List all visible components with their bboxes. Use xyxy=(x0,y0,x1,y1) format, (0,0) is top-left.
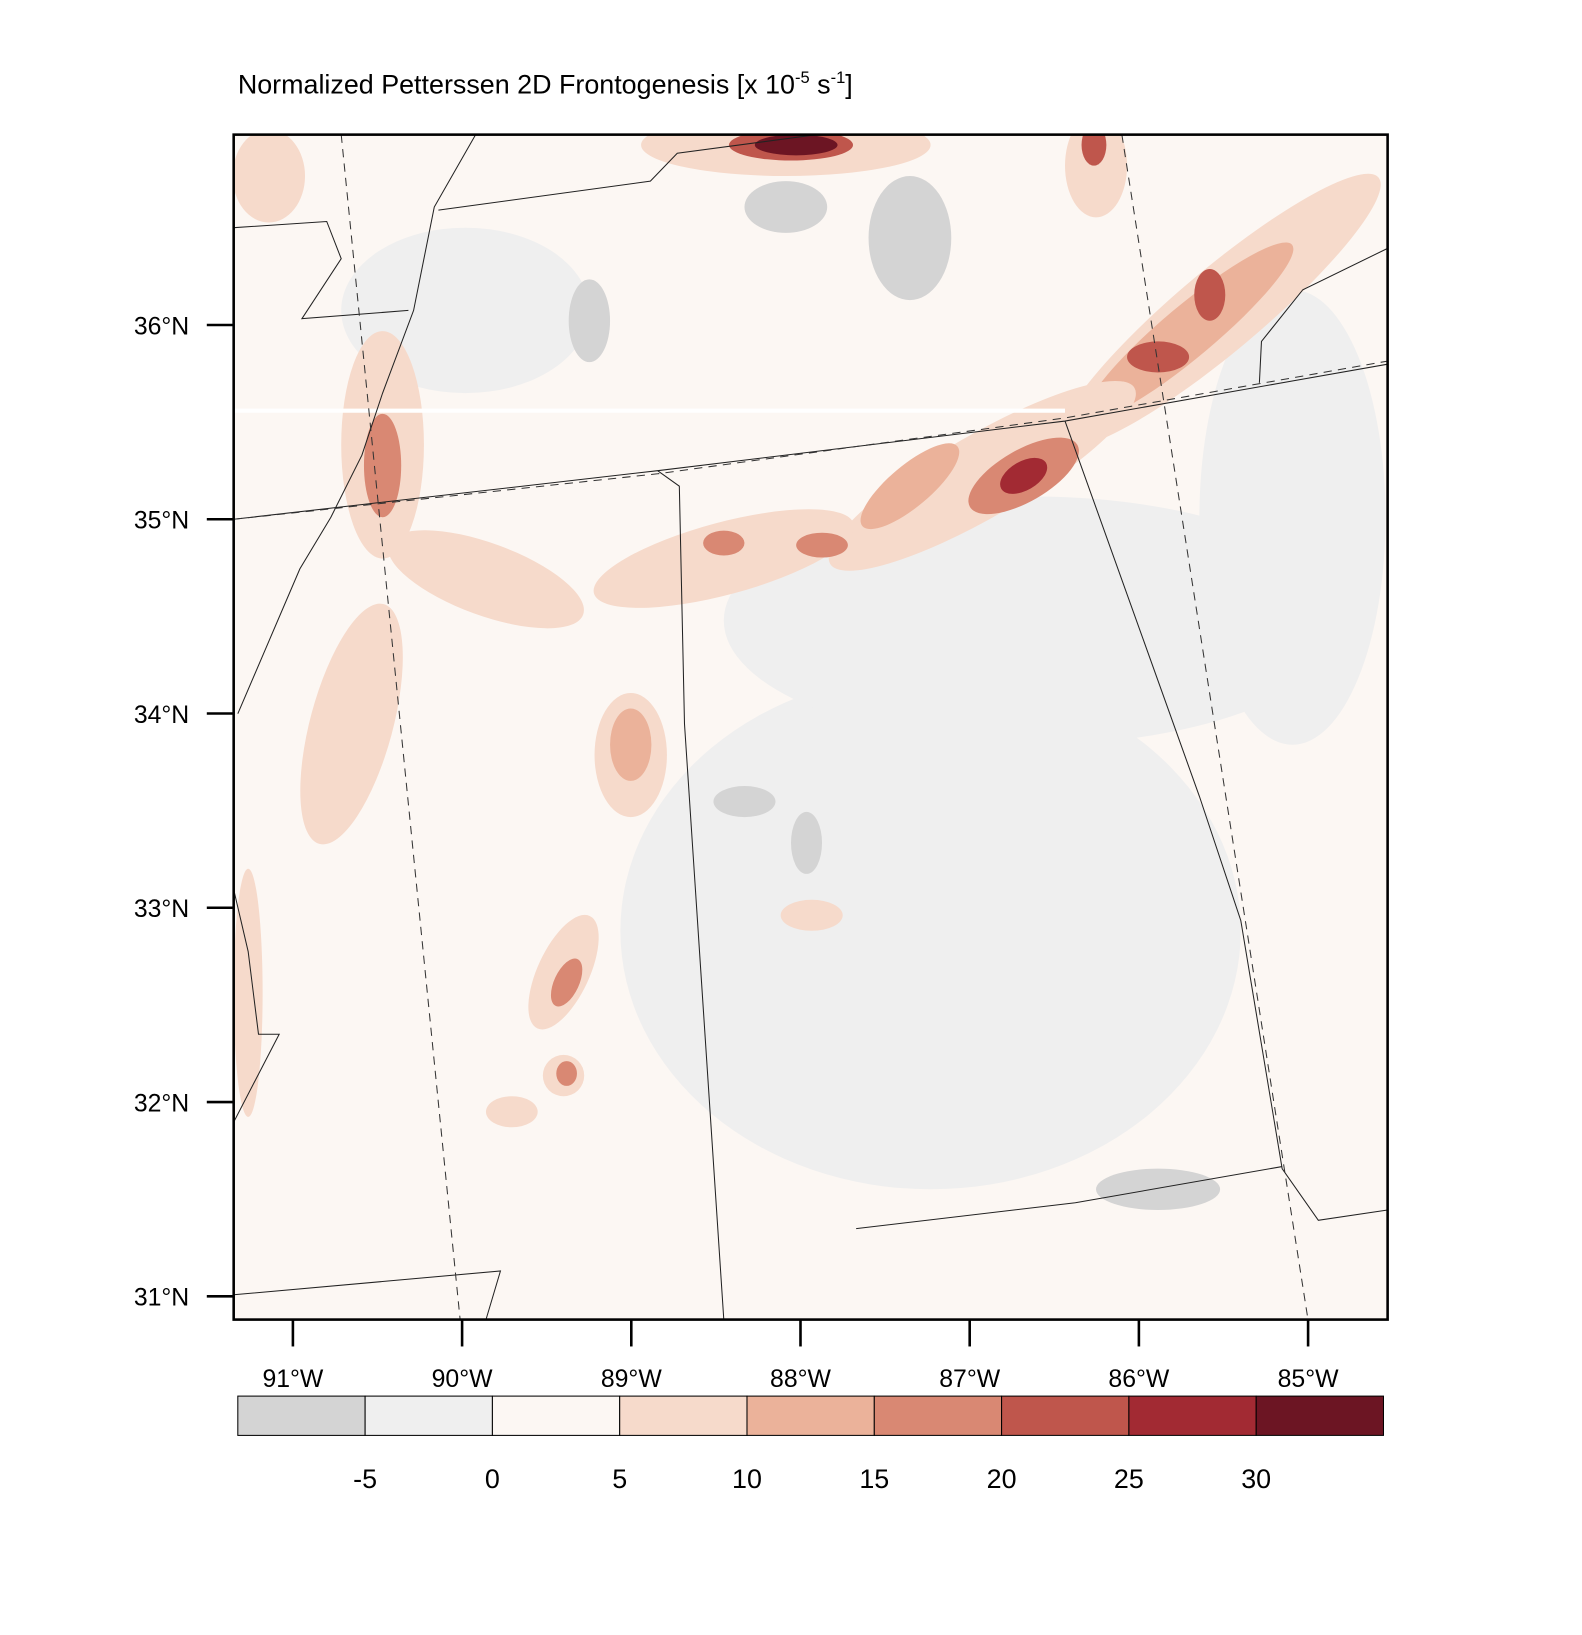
contour-fill xyxy=(1065,134,1128,218)
x-tick-label: 90°W xyxy=(432,1366,493,1393)
y-tick-label: 31°N xyxy=(134,1285,189,1312)
colorbar-label: 10 xyxy=(732,1464,762,1494)
colorbar-box xyxy=(237,1395,366,1436)
graticule xyxy=(233,360,1388,520)
contour-fill xyxy=(233,134,306,223)
colorbar-box xyxy=(1128,1395,1257,1436)
colorbar-label: -5 xyxy=(353,1464,377,1494)
x-tick-label: 86°W xyxy=(1108,1366,1169,1393)
x-tick-label: 88°W xyxy=(770,1366,831,1393)
contour-fill xyxy=(780,899,843,931)
y-tick-label: 36°N xyxy=(134,313,189,340)
title-bracket: ] xyxy=(845,69,852,99)
colorbar-box xyxy=(364,1395,493,1436)
contour-fill xyxy=(1096,1168,1221,1210)
contour-fill xyxy=(791,811,823,874)
y-tick-label: 35°N xyxy=(134,508,189,535)
title-unit: s xyxy=(810,69,831,99)
state-border xyxy=(1258,247,1388,383)
contour-fill xyxy=(388,530,584,629)
contour-fill xyxy=(796,532,848,558)
title-exponent: -5 xyxy=(795,68,810,87)
contour-fill xyxy=(1199,289,1386,745)
state-border xyxy=(856,1166,1283,1230)
y-tick-label: 33°N xyxy=(134,896,189,923)
contour-fill xyxy=(703,530,745,556)
contour-fill xyxy=(610,708,652,781)
colorbar-label: 0 xyxy=(485,1464,500,1494)
contour-fill xyxy=(1194,269,1226,321)
colorbar-label: 5 xyxy=(612,1464,627,1494)
contour-fill xyxy=(713,786,776,818)
colorbar-box xyxy=(491,1395,621,1436)
title-text: Normalized Petterssen 2D Frontogenesis [… xyxy=(238,69,795,99)
x-tick-label: 89°W xyxy=(601,1366,662,1393)
contour-fill xyxy=(300,603,403,845)
state-border xyxy=(438,134,817,211)
plot-frame xyxy=(232,133,1389,1321)
x-tick-label: 87°W xyxy=(939,1366,1000,1393)
contour-fill xyxy=(744,181,828,233)
contour-fill xyxy=(1084,242,1294,420)
x-tick-label: 91°W xyxy=(262,1366,323,1393)
contour-fill xyxy=(593,509,854,608)
contour-fill xyxy=(233,868,263,1117)
contour-fill xyxy=(485,1096,538,1128)
contour-fill xyxy=(556,1061,577,1086)
contour-fill xyxy=(1127,341,1190,373)
state-border xyxy=(657,470,725,1320)
contour-fill xyxy=(620,672,1241,1190)
x-tick-label: 85°W xyxy=(1278,1366,1339,1393)
y-tick-label: 34°N xyxy=(134,702,189,729)
title-exponent: -1 xyxy=(831,68,846,87)
state-border xyxy=(233,363,1388,520)
state-border xyxy=(233,1270,502,1320)
contour-fill xyxy=(1081,134,1107,166)
state-border xyxy=(233,220,409,320)
graticule xyxy=(340,134,461,1320)
state-border xyxy=(1064,420,1388,1221)
contour-fill xyxy=(860,443,960,530)
coastline xyxy=(233,889,281,1123)
graticule xyxy=(1121,134,1309,1320)
colorbar-box xyxy=(619,1395,748,1436)
colorbar-label: 25 xyxy=(1114,1464,1144,1494)
colorbar-label: 20 xyxy=(987,1464,1017,1494)
contour-fill xyxy=(568,279,611,363)
contour-fill xyxy=(550,958,583,1007)
y-tick-label: 32°N xyxy=(134,1090,189,1117)
contour-fill xyxy=(1000,457,1048,494)
colorbar-box xyxy=(1255,1395,1384,1436)
contour-fill xyxy=(363,413,402,518)
colorbar-box xyxy=(873,1395,1003,1436)
colorbar-label: 15 xyxy=(859,1464,889,1494)
contour-fill xyxy=(868,175,952,301)
chart-title: Normalized Petterssen 2D Frontogenesis [… xyxy=(238,68,853,99)
colorbar-box xyxy=(1001,1395,1130,1436)
colorbar-label: 30 xyxy=(1241,1464,1271,1494)
river-border xyxy=(237,134,477,714)
colorbar-box xyxy=(746,1395,875,1436)
field xyxy=(233,134,1388,1320)
